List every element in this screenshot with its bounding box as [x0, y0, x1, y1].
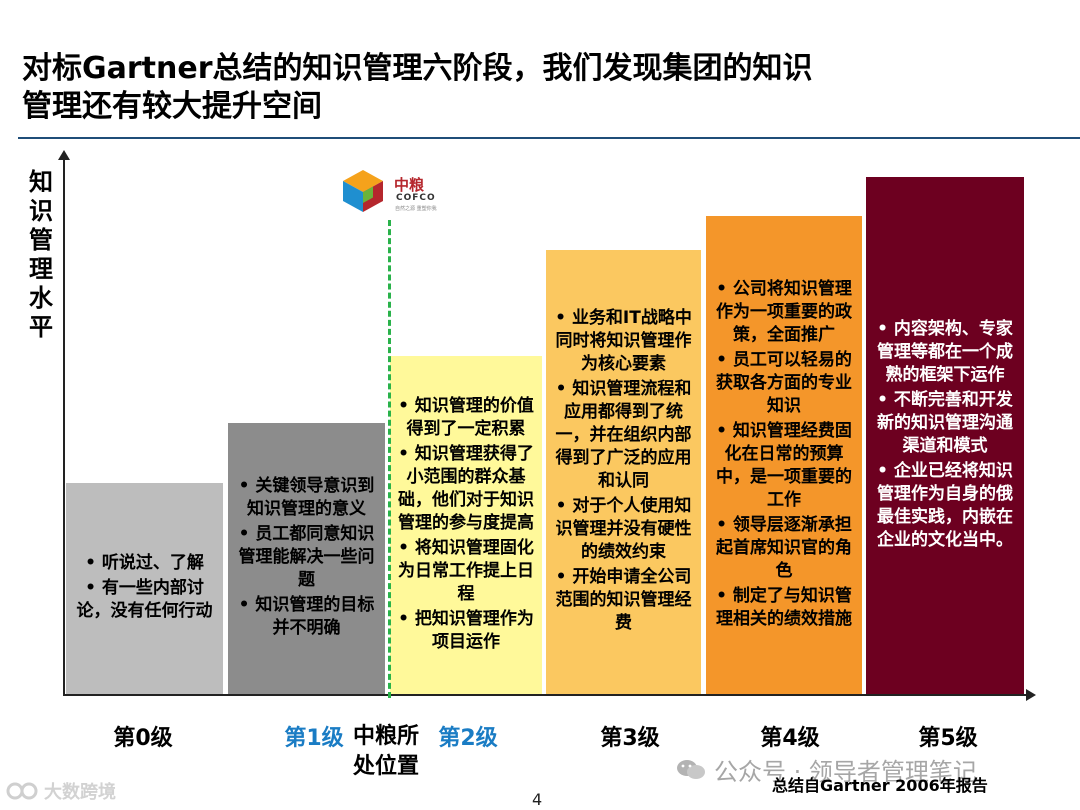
stage-0-bar: 听说过、了解 有一些内部讨论，没有任何行动: [66, 483, 223, 694]
position-label-line-2: 处位置: [352, 754, 419, 779]
x-axis-arrow-icon: [1026, 689, 1036, 701]
y-axis-char: 识: [29, 197, 53, 225]
stage-3-item: 对于个人使用知识管理并没有硬性的绩效约束: [554, 495, 693, 564]
stage-3-item: 开始申请全公司范围的知识管理经费: [554, 566, 693, 635]
title-line-1: 对标Gartner总结的知识管理六阶段，我们发现集团的知识: [22, 51, 813, 86]
y-axis-char: 平: [29, 313, 53, 341]
watermark-right: 公众号 · 领导者管理笔记: [676, 752, 977, 787]
current-position-marker: [388, 220, 391, 698]
watermark-left-text: 大数跨境: [44, 782, 116, 803]
watermark-left: 大数跨境: [6, 778, 116, 804]
stage-5-item: 企业已经将知识管理作为自身的俄最佳实践，内嵌在企业的文化当中。: [874, 460, 1016, 552]
level-4-label: 第4级: [760, 726, 820, 751]
page-title: 对标Gartner总结的知识管理六阶段，我们发现集团的知识 管理还有较大提升空间: [22, 50, 922, 126]
title-divider: [18, 137, 1080, 139]
stage-1-item: 关键领导意识到知识管理的意义: [236, 475, 377, 521]
stage-4-item: 知识管理经费固化在日常的预算中，是一项重要的工作: [714, 420, 854, 512]
stage-4-item: 领导层逐渐承担起首席知识官的角色: [714, 514, 854, 583]
y-axis-label: 知 识 管 理 水 平: [26, 168, 56, 342]
logo-chinese-name: 中粮: [394, 176, 425, 194]
logo-slogan: 自然之源 重塑你我: [395, 206, 437, 212]
y-axis-char: 管: [29, 226, 53, 254]
cofco-logo: 中粮 COFCO 自然之源 重塑你我: [340, 168, 450, 216]
brand-logo-icon: [6, 782, 38, 800]
cube-logo-icon: [343, 170, 383, 212]
stage-4-item: 员工可以轻易的获取各方面的专业知识: [714, 349, 854, 418]
stage-3-bar: 业务和IT战略中同时将知识管理作为核心要素 知识管理流程和应用都得到了统一，并在…: [546, 250, 701, 694]
y-axis-char: 知: [29, 168, 53, 196]
stage-4-item: 制定了与知识管理相关的绩效措施: [714, 585, 854, 631]
level-2-label: 第2级: [438, 726, 498, 751]
level-0-label: 第0级: [113, 726, 173, 751]
watermark-right-text: 公众号 · 领导者管理笔记: [714, 758, 977, 786]
y-axis-arrow-icon: [58, 150, 70, 160]
level-1-label: 第1级: [284, 726, 344, 751]
logo-english-name: COFCO: [396, 193, 436, 203]
stage-2-item: 知识管理的价值得到了一定积累: [398, 395, 534, 441]
position-label: 中粮所 处位置: [346, 722, 426, 782]
stage-5-item: 内容架构、专家管理等都在一个成熟的框架下运作: [874, 318, 1016, 387]
stage-3-item: 业务和IT战略中同时将知识管理作为核心要素: [554, 307, 693, 376]
y-axis-char: 水: [29, 284, 53, 312]
stage-1-item: 知识管理的目标并不明确: [236, 594, 377, 640]
title-line-2: 管理还有较大提升空间: [22, 89, 322, 124]
position-label-line-1: 中粮所: [352, 724, 419, 749]
stage-4-bar: 公司将知识管理作为一项重要的政策，全面推广 员工可以轻易的获取各方面的专业知识 …: [706, 216, 862, 694]
stage-1-bar: 关键领导意识到知识管理的意义 员工都同意知识管理能解决一些问题 知识管理的目标并…: [228, 423, 385, 694]
y-axis-char: 理: [29, 255, 53, 283]
stage-3-item: 知识管理流程和应用都得到了统一，并在组织内部得到了广泛的应用和认同: [554, 378, 693, 493]
wechat-icon: [677, 759, 705, 779]
stage-2-item: 知识管理获得了小范围的群众基础，他们对于知识管理的参与度提高: [398, 443, 534, 535]
y-axis: [63, 158, 65, 696]
stage-5-bar: 内容架构、专家管理等都在一个成熟的框架下运作 不断完善和开发新的知识管理沟通渠道…: [866, 177, 1024, 694]
stage-4-item: 公司将知识管理作为一项重要的政策，全面推广: [714, 278, 854, 347]
page-number: 4: [532, 790, 543, 809]
stage-0-item: 听说过、了解: [74, 552, 215, 575]
stage-0-item: 有一些内部讨论，没有任何行动: [74, 577, 215, 623]
source-note: 总结自Gartner 2006年报告: [772, 776, 988, 795]
stage-1-item: 员工都同意知识管理能解决一些问题: [236, 523, 377, 592]
stage-2-item: 把知识管理作为项目运作: [398, 608, 534, 654]
stage-2-item: 将知识管理固化为日常工作提上日程: [398, 537, 534, 606]
x-axis: [63, 694, 1028, 696]
stage-5-item: 不断完善和开发新的知识管理沟通渠道和模式: [874, 389, 1016, 458]
stage-2-bar: 知识管理的价值得到了一定积累 知识管理获得了小范围的群众基础，他们对于知识管理的…: [390, 356, 542, 694]
level-5-label: 第5级: [918, 726, 978, 751]
level-3-label: 第3级: [600, 726, 660, 751]
